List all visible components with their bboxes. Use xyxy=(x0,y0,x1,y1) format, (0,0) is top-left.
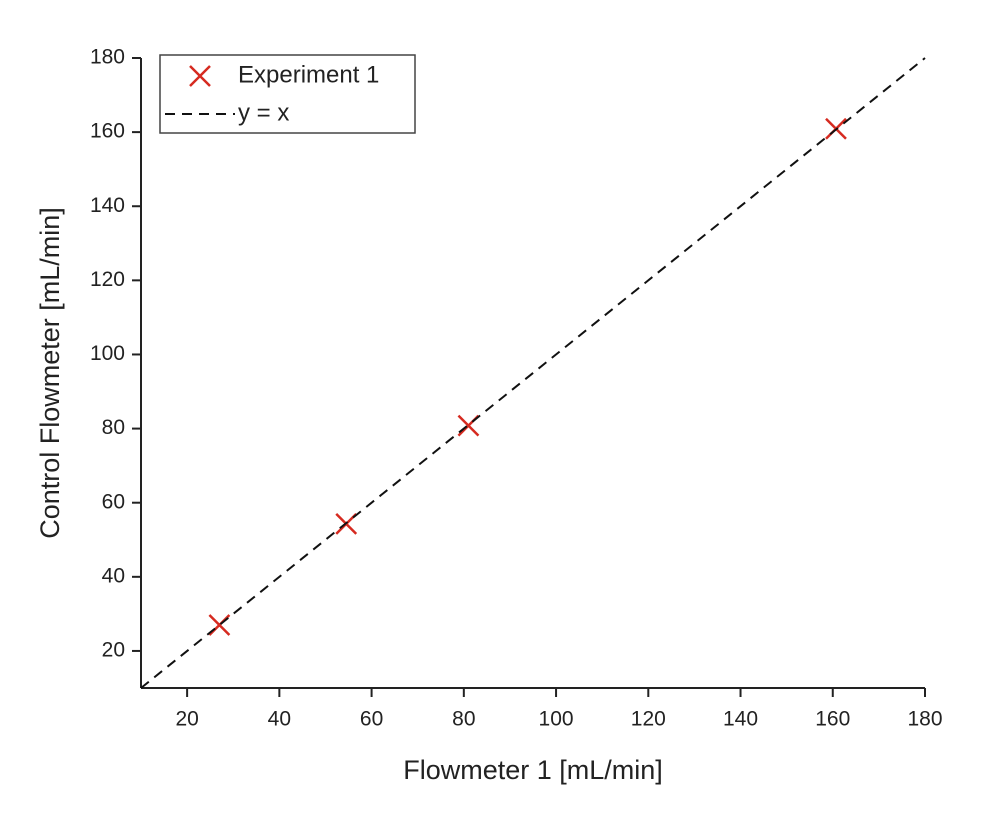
x-tick-label: 40 xyxy=(268,708,291,731)
y-tick-label: 180 xyxy=(90,46,125,69)
x-tick-label: 20 xyxy=(175,708,198,731)
x-tick-label: 100 xyxy=(539,708,574,731)
x-tick-label: 120 xyxy=(631,708,666,731)
y-tick-label: 100 xyxy=(90,342,125,365)
y-tick-label: 140 xyxy=(90,194,125,217)
legend-box xyxy=(159,54,416,134)
y-tick-label: 80 xyxy=(102,416,125,439)
x-tick-label: 80 xyxy=(452,708,475,731)
point xyxy=(208,614,231,636)
x-axis-label: Flowmeter 1 [mL/min] xyxy=(403,755,663,785)
x-tick-label: 60 xyxy=(360,708,383,731)
x-tick-label: 140 xyxy=(723,708,758,731)
y-tick-label: 160 xyxy=(90,120,125,143)
y-tick-label: 20 xyxy=(102,638,125,661)
x-tick-label: 160 xyxy=(815,708,850,731)
legend-label: y = x xyxy=(238,99,289,126)
y-tick-label: 120 xyxy=(90,268,125,291)
line xyxy=(140,57,926,689)
legend-marker xyxy=(189,65,211,87)
y-tick-label: 60 xyxy=(102,490,125,513)
x-tick-label: 180 xyxy=(907,708,942,731)
y-axis-label: Control Flowmeter [mL/min] xyxy=(35,207,65,539)
legend-label: Experiment 1 xyxy=(238,61,379,88)
y-tick-label: 40 xyxy=(102,564,125,587)
